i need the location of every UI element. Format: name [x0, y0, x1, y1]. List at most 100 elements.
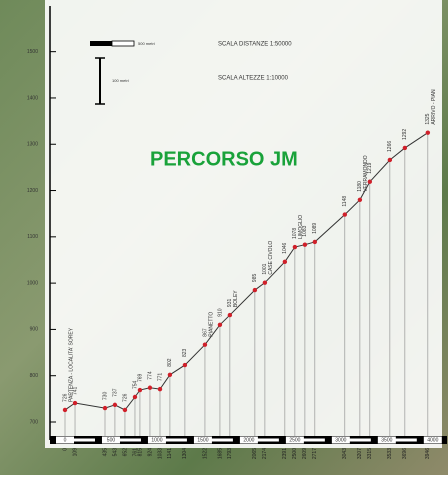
place-label: ARRIVO - PIAN — [431, 89, 437, 125]
distance-label: 1685 — [217, 448, 223, 459]
profile-point — [202, 342, 208, 347]
y-tick-label: 800 — [30, 373, 39, 379]
x-tick-label-bg — [331, 436, 350, 444]
elevation-label: 1083 — [302, 225, 308, 236]
profile-point — [102, 405, 108, 411]
distance-label: 3207 — [357, 448, 363, 459]
y-tick-label: 1500 — [27, 49, 38, 55]
elevation-label: 985 — [252, 274, 258, 283]
elevation-label: 730 — [102, 392, 108, 401]
x-tick-label-bg — [377, 436, 396, 444]
chart-title: PERCORSO JM — [150, 148, 298, 170]
profile-point — [252, 287, 258, 293]
profile-point — [402, 145, 408, 151]
y-tick-label: 900 — [30, 327, 39, 333]
elevation-label: 1078 — [292, 228, 298, 239]
elevation-label: 1046 — [282, 242, 288, 253]
distance-label: 815 — [137, 448, 143, 457]
profile-point — [122, 407, 128, 413]
elevation-label: 754 — [132, 380, 138, 389]
scale-bar — [111, 40, 135, 47]
distance-label: 0 — [62, 448, 68, 451]
profile-point — [357, 197, 363, 202]
elevation-label: 771 — [157, 373, 163, 382]
scale-distance-unit: 500 metri — [138, 41, 155, 46]
distance-label: 543 — [112, 448, 118, 457]
scale-height-label: SCALA ALTEZZE 1:10000 — [218, 76, 289, 82]
x-tick-label: 2000 — [243, 437, 254, 443]
profile-point — [312, 239, 318, 245]
distance-label: 3315 — [367, 448, 373, 459]
distance-label: 2391 — [282, 448, 288, 459]
elevation-label: 774 — [147, 371, 153, 380]
x-tick-label-bg — [239, 436, 258, 444]
distance-label: 1141 — [167, 448, 173, 459]
distance-label: 109 — [72, 448, 78, 457]
scale-distance-label: SCALA DISTANZE 1:50000 — [218, 42, 292, 48]
elevation-label: 1292 — [402, 129, 408, 140]
profile-point — [157, 386, 163, 392]
profile-point — [147, 385, 153, 390]
x-tick-label: 1500 — [197, 437, 208, 443]
profile-point — [292, 244, 298, 250]
x-tick-label: 4000 — [427, 437, 438, 443]
profile-point — [132, 394, 138, 400]
place-label: CASE CIVOLO — [268, 241, 274, 275]
place-label: LIMOGLIO — [298, 215, 304, 239]
profile-point — [367, 179, 373, 184]
profile-point — [342, 212, 348, 217]
x-tick-label-bg — [147, 436, 166, 444]
x-tick-label-bg — [101, 436, 120, 444]
profile-point — [282, 259, 288, 265]
x-tick-label: 3000 — [335, 437, 346, 443]
scale-height-unit: 100 metri — [112, 78, 129, 83]
x-tick-label-bg — [56, 436, 74, 444]
x-tick-label: 0 — [64, 437, 67, 443]
elevation-label: 910 — [217, 308, 223, 317]
x-axis-segment — [116, 438, 141, 442]
distance-label: 2174 — [262, 448, 268, 459]
elevation-label: 1089 — [312, 223, 318, 234]
distance-label: 2065 — [252, 448, 258, 459]
x-tick-label: 500 — [107, 437, 116, 443]
profile-point — [387, 157, 393, 163]
profile-point — [227, 312, 233, 318]
place-label: BOLEY — [233, 290, 239, 307]
elevation-label: 1266 — [387, 141, 393, 152]
x-axis-segment — [162, 438, 187, 442]
distance-label: 761 — [132, 448, 138, 457]
distance-label: 2609 — [302, 448, 308, 459]
elevation-label: 737 — [112, 388, 118, 397]
profile-point — [425, 130, 431, 135]
elevation-label: 1180 — [357, 181, 363, 192]
distance-label: 435 — [102, 448, 108, 457]
profile-point — [112, 402, 118, 408]
elevation-label: 1325 — [425, 113, 431, 124]
distance-label: 1522 — [202, 448, 208, 459]
distance-label: 2717 — [312, 448, 318, 459]
distance-label: 1304 — [182, 448, 188, 459]
elevation-label: 726 — [62, 393, 68, 402]
x-tick-label: 1000 — [151, 437, 162, 443]
distance-label: 2500 — [292, 448, 298, 459]
elevation-label: 802 — [167, 358, 173, 367]
profile-point — [217, 322, 223, 327]
elevation-label: 823 — [182, 348, 188, 357]
x-axis-segment — [300, 438, 325, 442]
place-label: VERRAMONDO — [363, 155, 369, 192]
distance-label: 3696 — [402, 448, 408, 459]
scale-bar — [90, 41, 112, 46]
distance-label: 924 — [147, 448, 153, 457]
distance-label: 1793 — [227, 448, 233, 459]
chart-panel — [45, 0, 442, 448]
distance-label: 3043 — [342, 448, 348, 459]
elevation-label: 726 — [122, 393, 128, 402]
profile-point — [62, 407, 68, 413]
elevation-label: 931 — [227, 299, 233, 308]
x-axis-segment — [346, 438, 371, 442]
profile-point — [137, 387, 143, 393]
x-axis-segment — [71, 438, 95, 442]
x-axis-segment — [208, 438, 233, 442]
distance-label: 652 — [122, 448, 128, 457]
distance-label: 3533 — [387, 448, 393, 459]
